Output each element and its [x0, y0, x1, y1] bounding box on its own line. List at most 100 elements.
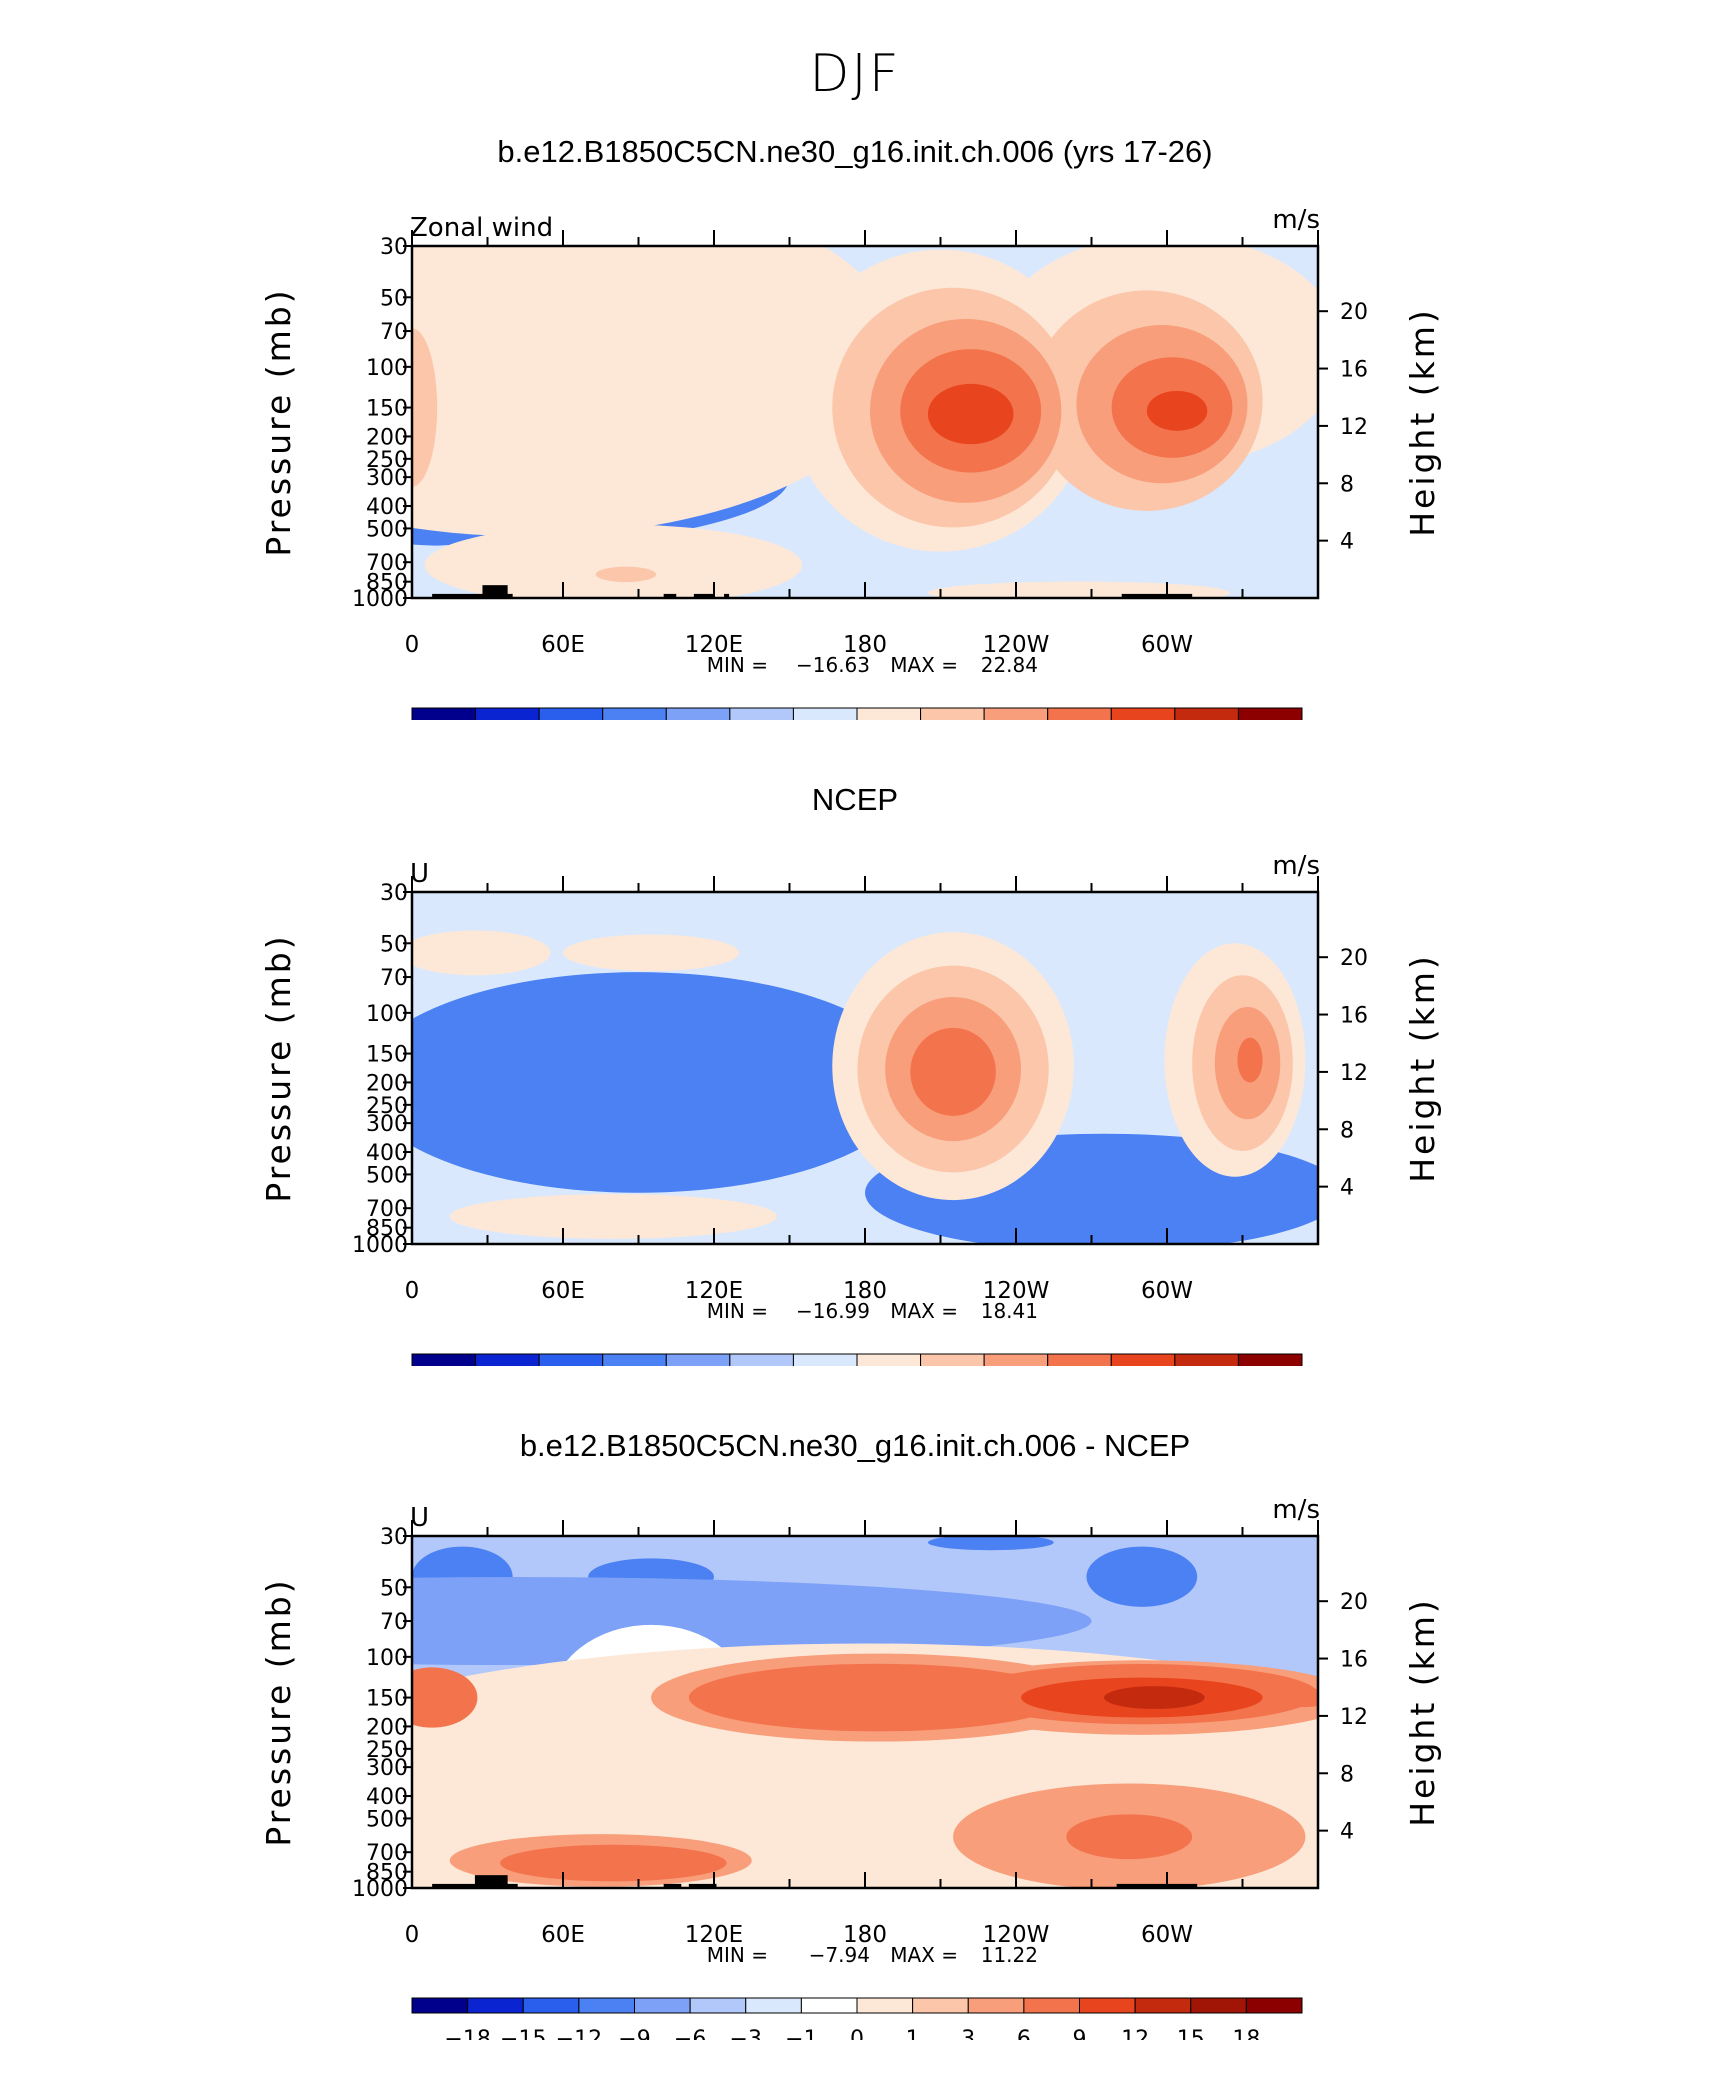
- panel-1-colorbar-swatch: [792, 707, 858, 720]
- panel-2-variable-label: U: [410, 859, 429, 889]
- panel-2-units-label: m/s: [1272, 851, 1320, 881]
- panel-1-y-tick-label: 100: [366, 356, 408, 381]
- panel-3-y-tick-label: 150: [366, 1687, 408, 1712]
- panel-2-colorbar-swatch: [1237, 1353, 1303, 1366]
- panel-2-contour-region: [910, 1027, 996, 1116]
- panel-3-colorbar-swatch: [745, 1997, 802, 2014]
- panel-2-y-tick-label: 200: [366, 1071, 408, 1096]
- panel-3-right-axis-title: Height (km): [1403, 1597, 1442, 1827]
- panel-1-contour-region: [412, 534, 1318, 598]
- panel-1-colorbar-swatch: [729, 707, 794, 720]
- panel-2-max-value: 18.41: [981, 1299, 1038, 1323]
- panel-1-x-tick-label: 120W: [983, 632, 1050, 658]
- panel-2-field: [412, 892, 1318, 1244]
- panel-3-contour-region: [927, 1536, 1054, 1551]
- panel-3-colorbar-swatch: [578, 1997, 635, 2014]
- panel-3-contour-region: [412, 1577, 1092, 1666]
- panel-3-colorbar-swatch: [1023, 1997, 1080, 2014]
- panel-2-y-tick-label: 250: [366, 1094, 408, 1119]
- panel-2-height-tick-label: 4: [1340, 1176, 1354, 1201]
- panel-1-x-tick-label: 60E: [541, 632, 585, 658]
- panel-1-contour-region: [595, 566, 657, 583]
- panel-3-y-tick-label: 300: [366, 1756, 408, 1781]
- panel-2-colorbar-swatch: [602, 1353, 667, 1366]
- panel-3-colorbar-label: −12: [556, 2027, 602, 2040]
- panel-3-y-tick-label: 1000: [352, 1877, 408, 1902]
- panel-1-colorbar-swatch: [475, 707, 540, 720]
- panel-2-y-tick-label: 30: [380, 881, 408, 906]
- panel-1-colorbar-swatch: [856, 707, 922, 720]
- panel-3-x-tick-label: 0: [405, 1922, 420, 1948]
- panel-2-contour-region: [412, 972, 916, 1193]
- panel-3-colorbar-swatch: [1245, 1997, 1303, 2014]
- panel-3-colorbar-swatch: [800, 1997, 858, 2014]
- panel-3-colorbar-swatch: [411, 1997, 469, 2014]
- panel-1-y-tick-label: 1000: [352, 587, 408, 612]
- panel-1-min-label: MIN =: [707, 653, 768, 677]
- panel-1-topography: [482, 585, 508, 598]
- panel-2-x-tick-label: 60W: [1141, 1278, 1193, 1304]
- panel-2-y-tick-label: 1000: [352, 1233, 408, 1258]
- panel-1-y-tick-label: 500: [366, 517, 408, 542]
- panel-3-contour-region: [1280, 1687, 1318, 1708]
- panel-1-height-tick-label: 4: [1340, 530, 1354, 555]
- panel-3-x-tick-label: 60W: [1141, 1922, 1193, 1948]
- panel-1-field: [412, 246, 1318, 598]
- panel-2-colorbar-swatch: [1047, 1353, 1112, 1366]
- panel-3-y-tick-label: 250: [366, 1738, 408, 1763]
- panel-2-colorbar-swatch: [1110, 1353, 1176, 1366]
- panel-2-x-tick-label: 60E: [541, 1278, 585, 1304]
- panel-3-colorbar-swatch: [967, 1997, 1025, 2014]
- panel-2-x-tick-label: 0: [405, 1278, 420, 1304]
- panel-2-colorbar-swatch: [665, 1353, 731, 1366]
- panel-3-y-axis-title: Pressure (mb): [259, 1577, 298, 1846]
- panel-1-contour-region: [927, 581, 1230, 598]
- panel-3-colorbar-label: 0: [850, 2027, 864, 2040]
- panel-1-y-tick-label: 700: [366, 551, 408, 576]
- figure-title: DJF: [809, 44, 901, 104]
- panel-1-contour-region: [412, 246, 903, 537]
- panel-2-y-tick-label: 300: [366, 1112, 408, 1137]
- panel-3-contour-region: [1086, 1546, 1198, 1607]
- panel-3-height-tick-label: 20: [1340, 1590, 1368, 1615]
- panel-3-colorbar-label: −6: [674, 2027, 706, 2040]
- panel-1-height-tick-label: 20: [1340, 300, 1368, 325]
- panel-2-title: NCEP: [811, 782, 899, 817]
- panel-3-contour-region: [688, 1663, 1067, 1732]
- panel-3-colorbar-swatch: [522, 1997, 580, 2014]
- panel-3-contour-region: [412, 1667, 478, 1728]
- panel-3-colorbar-swatch: [689, 1997, 747, 2014]
- panel-3-contour-region: [1066, 1814, 1193, 1860]
- panel-1-topography: [1121, 593, 1193, 598]
- panel-1-height-tick-label: 12: [1340, 415, 1368, 440]
- panel-3-y-tick-label: 50: [380, 1576, 408, 1601]
- panel-2-y-tick-label: 850: [366, 1217, 408, 1242]
- panel-3-colorbar-label: −15: [500, 2027, 546, 2040]
- panel-1-units-label: m/s: [1272, 205, 1320, 235]
- panel-1-colorbar-swatch: [411, 707, 477, 720]
- panel-1-colorbar-swatch: [602, 707, 667, 720]
- panel-3-colorbar-swatch: [1134, 1997, 1192, 2014]
- panel-3-colorbar-swatch: [856, 1997, 914, 2014]
- panel-2-x-tick-label: 120W: [983, 1278, 1050, 1304]
- panel-3-field: [412, 1536, 1318, 1888]
- panel-1-topography: [693, 593, 714, 598]
- panel-3-colorbar-swatch: [634, 1997, 691, 2014]
- panel-3-max-value: 11.22: [981, 1943, 1038, 1967]
- panel-3-y-tick-label: 30: [380, 1525, 408, 1550]
- panel-1-y-tick-label: 70: [380, 320, 408, 345]
- panel-3-colorbar-label: 6: [1017, 2027, 1031, 2040]
- panel-3-colorbar-label: 9: [1073, 2027, 1087, 2040]
- panel-1-y-tick-label: 50: [380, 286, 408, 311]
- panel-2-y-tick-label: 70: [380, 966, 408, 991]
- panel-3-y-tick-label: 850: [366, 1861, 408, 1886]
- panel-3-y-tick-label: 200: [366, 1715, 408, 1740]
- panel-1-colorbar-swatch: [920, 707, 985, 720]
- panel-2-colorbar-swatch: [538, 1353, 604, 1366]
- panel-2-colorbar-swatch: [729, 1353, 794, 1366]
- panel-3-colorbar-label: −3: [730, 2027, 762, 2040]
- panel-3-y-tick-label: 70: [380, 1610, 408, 1635]
- panel-1-y-axis-title: Pressure (mb): [259, 287, 298, 556]
- panel-1-x-tick-label: 180: [843, 632, 887, 658]
